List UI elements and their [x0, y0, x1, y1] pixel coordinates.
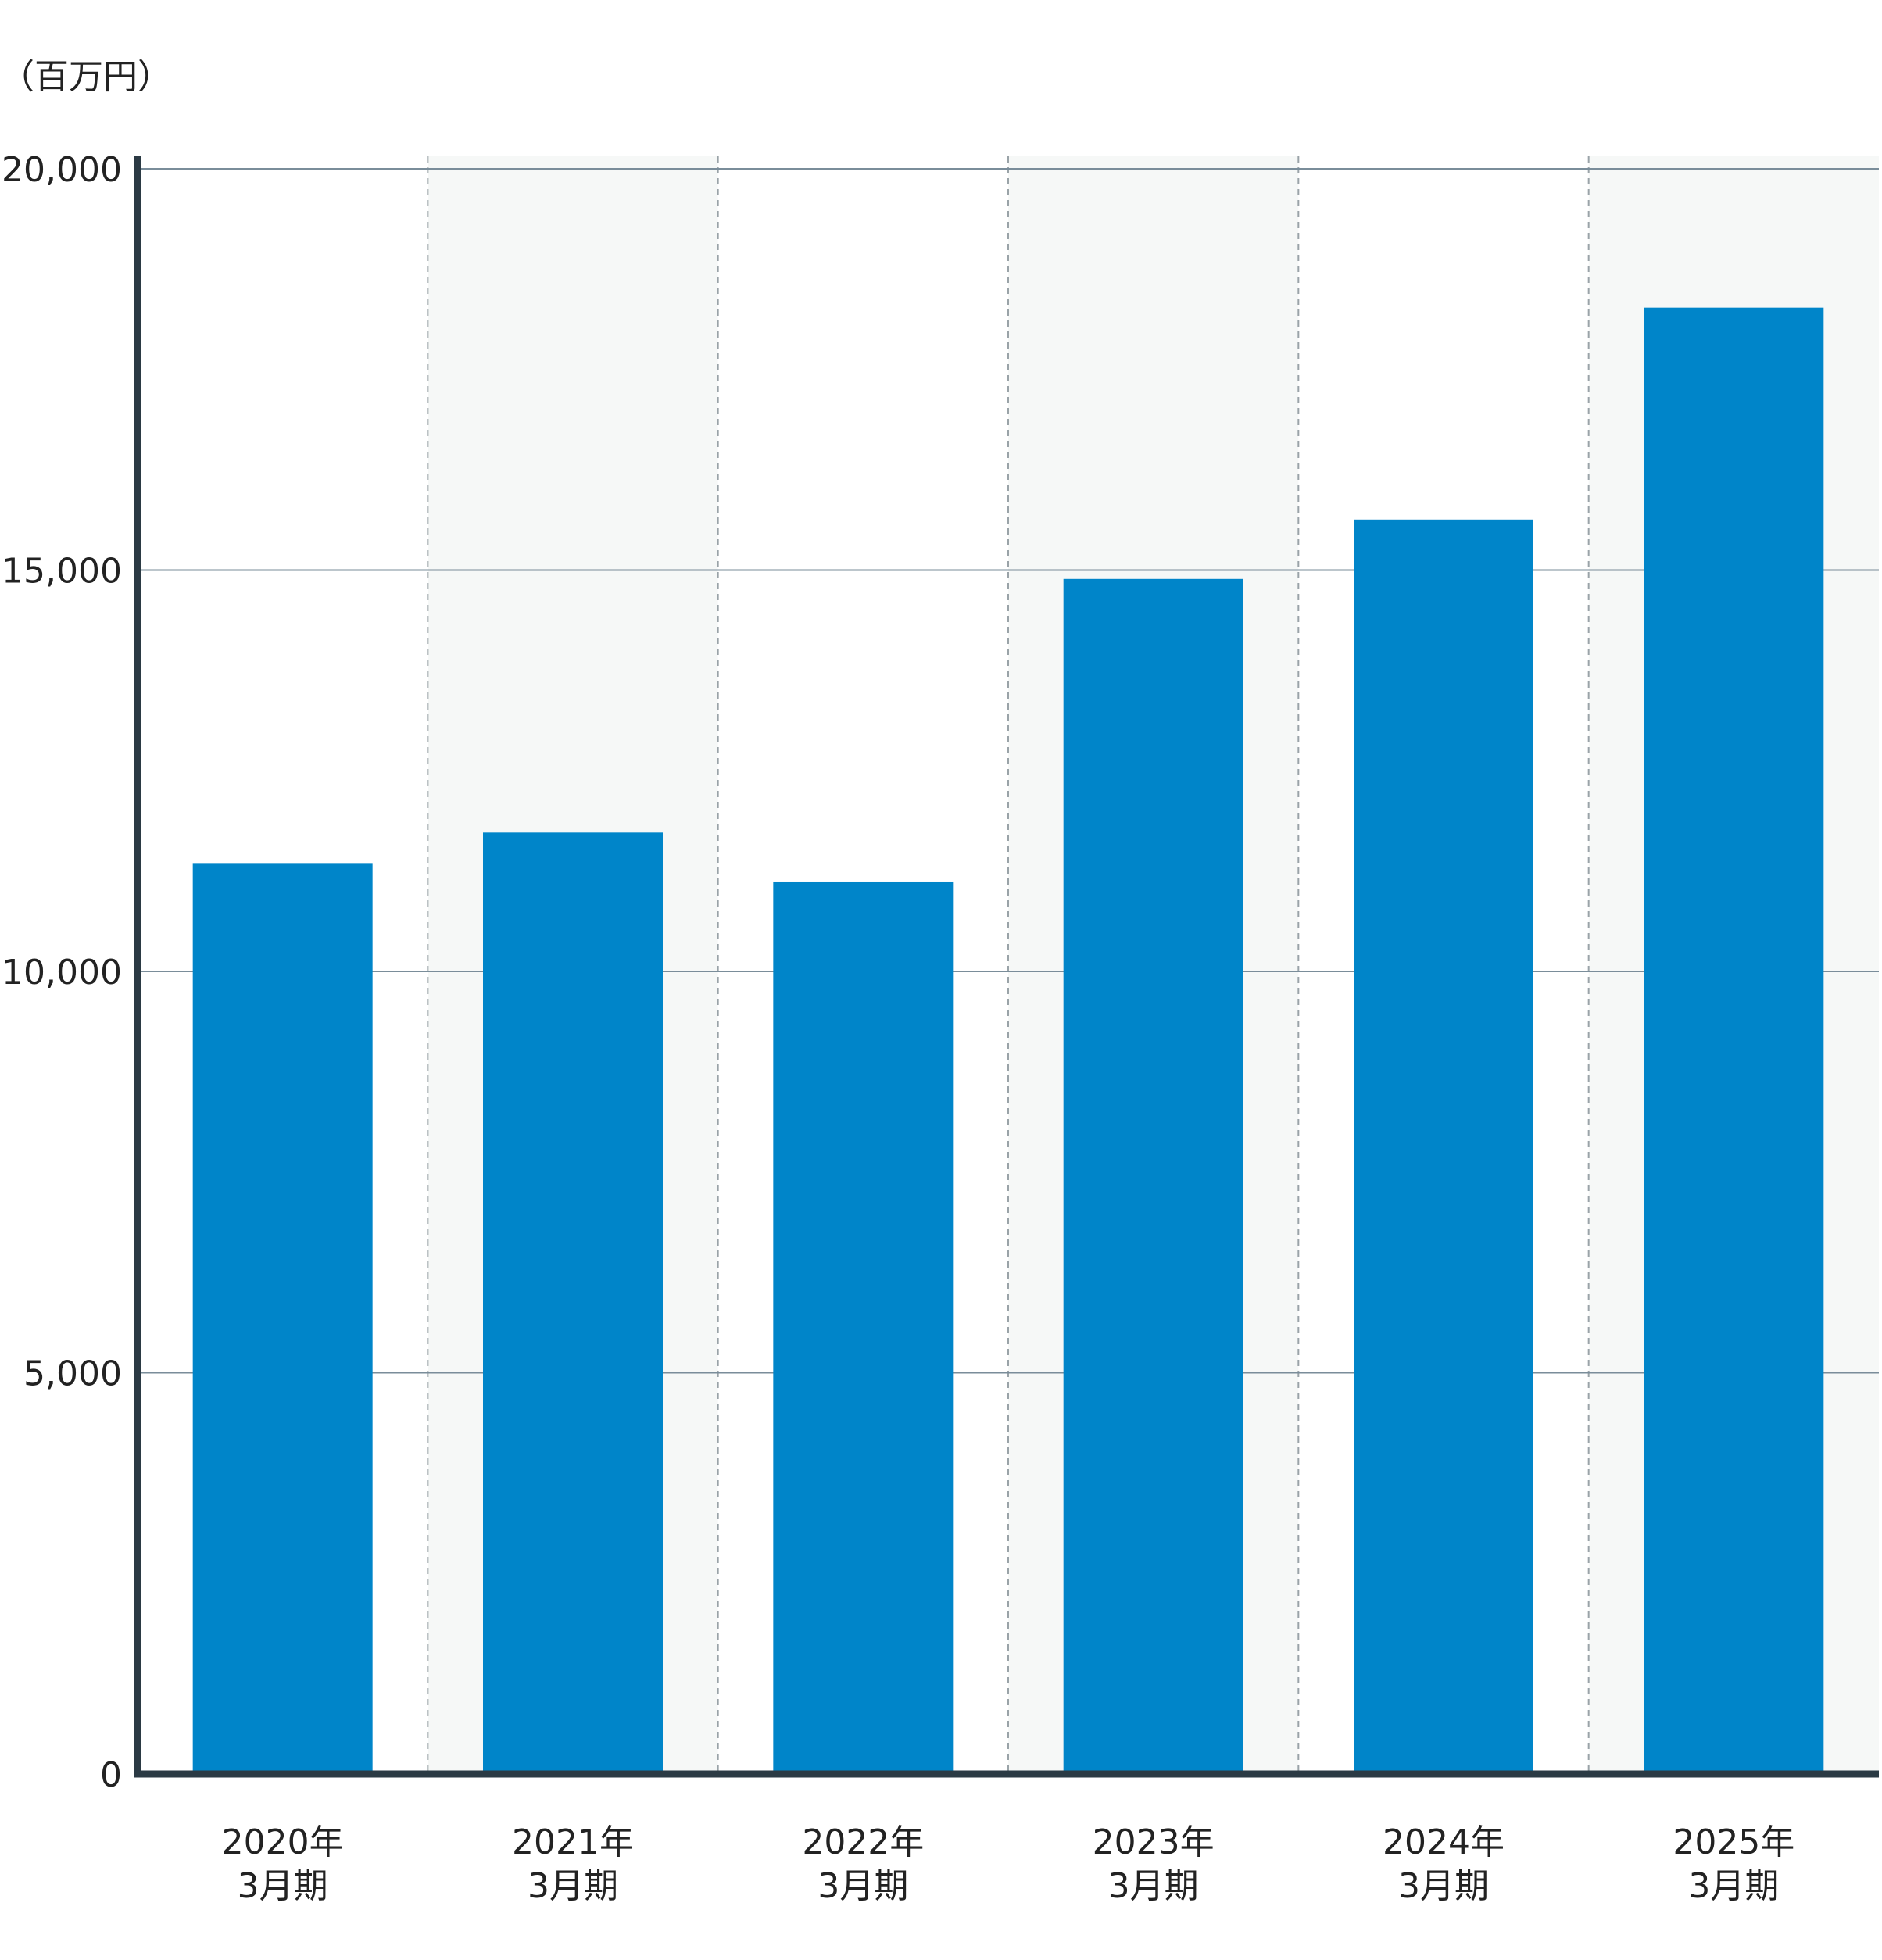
x-tick-label: 3月期	[1398, 1866, 1489, 1906]
x-tick-label: 2022年	[802, 1822, 924, 1862]
x-tick-label: 3月期	[238, 1866, 328, 1906]
bar-2	[483, 832, 663, 1774]
y-tick-label: 10,000	[2, 953, 122, 993]
x-tick-label: 3月期	[1688, 1866, 1779, 1906]
x-tick-label: 3月期	[1108, 1866, 1199, 1906]
y-tick-label: 15,000	[2, 552, 122, 592]
y-tick-label: 0	[100, 1755, 122, 1795]
bar-6	[1644, 307, 1824, 1774]
x-tick-label: 2020年	[222, 1822, 344, 1862]
y-tick-label: 20,000	[2, 150, 122, 190]
x-tick-label: 2025年	[1673, 1822, 1794, 1862]
x-tick-label: 2023年	[1093, 1822, 1215, 1862]
y-tick-label: 5,000	[23, 1354, 122, 1394]
bar-4	[1063, 578, 1243, 1774]
y-axis-unit-label: （百万円）	[0, 57, 172, 97]
bar-1	[192, 863, 373, 1774]
x-tick-label: 2021年	[512, 1822, 634, 1862]
x-tick-label: 3月期	[528, 1866, 618, 1906]
bar-5	[1354, 519, 1533, 1774]
x-tick-label: 2024年	[1383, 1822, 1505, 1862]
bar-3	[773, 881, 954, 1774]
x-tick-label: 3月期	[818, 1866, 908, 1906]
